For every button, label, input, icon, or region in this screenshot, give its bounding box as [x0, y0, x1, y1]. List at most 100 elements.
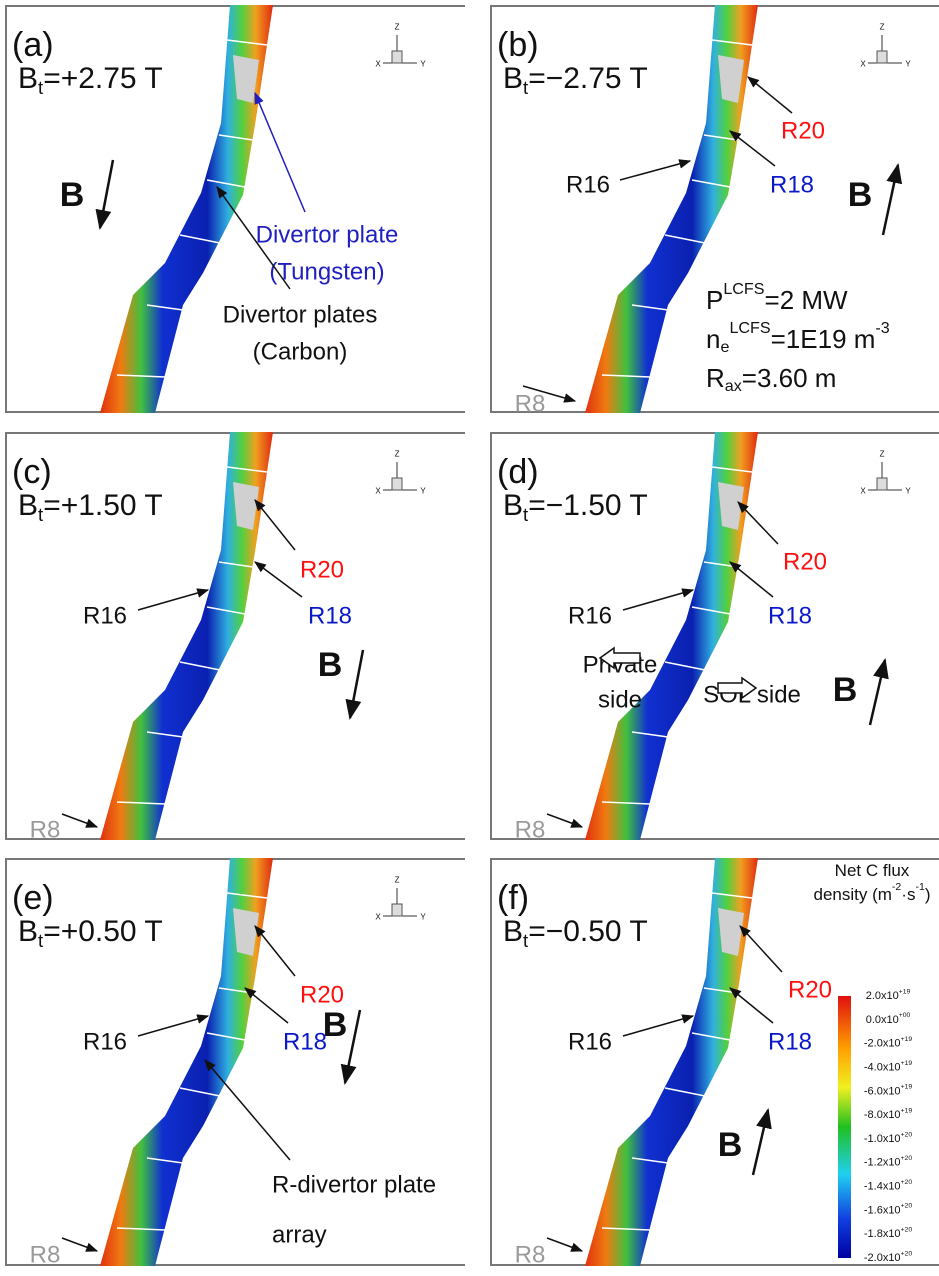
annotation: R20	[783, 549, 827, 576]
triad-label: Y	[420, 60, 426, 69]
text-part: n	[706, 324, 720, 354]
annotation: (Tungsten)	[269, 259, 384, 286]
panel-label: (e)	[12, 879, 54, 917]
triad-box	[876, 50, 888, 64]
supscript: -3	[875, 319, 889, 337]
annotation: R18	[770, 172, 814, 199]
annotation-arrow	[254, 561, 303, 598]
field-direction-label: B	[848, 176, 873, 214]
triad-box	[391, 903, 403, 917]
text-part: B	[18, 62, 38, 95]
field-direction-arrow	[340, 1009, 362, 1085]
supscript: +20	[901, 1178, 913, 1185]
subscript: t	[523, 504, 529, 525]
supscript: +19	[901, 1036, 913, 1043]
text-part: =−2.75 T	[528, 62, 648, 95]
subscript: t	[38, 504, 44, 525]
triad-box	[391, 50, 403, 64]
colorbar-tick-label: 0.0x10+00	[866, 1012, 911, 1026]
field-direction-label: B	[318, 646, 343, 684]
annotation-arrow	[61, 1237, 99, 1252]
annotation-arrow	[546, 813, 584, 828]
colorbar-tick-label: -1.0x10+20	[864, 1131, 912, 1145]
annotation-arrow	[729, 987, 774, 1024]
colorbar-tick-label: -6.0x10+19	[864, 1083, 912, 1097]
panel-label: (d)	[497, 453, 539, 491]
annotation-arrow	[546, 1237, 584, 1252]
text-part: 2.0x10	[866, 990, 899, 1002]
axis-triad: Z X Y	[860, 23, 911, 69]
text-part: B	[18, 915, 38, 948]
colorbar-title: Net C flux	[835, 861, 910, 880]
annotation-arrow	[729, 130, 776, 167]
annotation: side	[598, 687, 642, 714]
axis-triad: Z X Y	[860, 450, 911, 496]
annotation-arrow	[254, 91, 306, 213]
triad-label: Z	[395, 23, 400, 32]
field-direction-arrow	[345, 649, 365, 720]
colorbar	[838, 996, 851, 1258]
field-direction-arrow	[868, 658, 889, 726]
triad-label: X	[860, 487, 866, 496]
triad-label: Y	[420, 913, 426, 922]
annotation: R8	[30, 817, 61, 844]
subscript: t	[38, 77, 44, 98]
text-part: -2.0x10	[864, 1252, 901, 1264]
supscript: +20	[901, 1202, 913, 1209]
annotation: R18	[768, 603, 812, 630]
annotation: R20	[300, 982, 344, 1009]
annotation-arrow	[254, 925, 296, 977]
annotation: R8	[515, 817, 546, 844]
hollow-arrow	[717, 676, 758, 700]
text-part: ·s	[901, 885, 915, 904]
colorbar-tick-label: -8.0x10+19	[864, 1107, 912, 1121]
panel-label: (a)	[12, 26, 54, 64]
annotation-arrow	[522, 385, 577, 403]
colorbar-tick-label: -1.4x10+20	[864, 1178, 912, 1192]
field-strength: Bt=−2.75 T	[503, 62, 648, 98]
annotation-arrow	[137, 588, 210, 611]
annotation: R16	[566, 172, 610, 199]
text-part: =+2.75 T	[43, 62, 163, 95]
text-part: 0.0x10	[866, 1014, 899, 1026]
text-part: =+1.50 T	[43, 489, 163, 522]
annotation: R16	[83, 603, 127, 630]
triad-label: Z	[395, 450, 400, 459]
triad-label: X	[375, 60, 381, 69]
annotation-arrow	[137, 1014, 210, 1037]
triad-label: Y	[905, 487, 911, 496]
field-strength: Bt=+1.50 T	[18, 489, 163, 525]
text-part: =3.60 m	[742, 363, 837, 393]
annotation-arrow	[204, 1059, 291, 1161]
annotation-arrow	[244, 987, 289, 1024]
text-part: =−1.50 T	[528, 489, 648, 522]
text-part: B	[503, 62, 523, 95]
panel-label: (b)	[497, 26, 539, 64]
parameter: Rax=3.60 m	[706, 363, 836, 395]
subscript: t	[38, 930, 44, 951]
text-part: )	[925, 885, 931, 904]
triad-label: Z	[880, 450, 885, 459]
annotation: Divertor plate	[256, 222, 399, 249]
supscript: +20	[901, 1250, 913, 1257]
text-part: =2 MW	[765, 285, 849, 315]
annotation: R8	[30, 1242, 61, 1269]
text-part: -2.0x10	[864, 1038, 901, 1050]
annotation: R16	[568, 1029, 612, 1056]
annotation-arrow	[729, 561, 774, 598]
text-part: -1.0x10	[864, 1133, 901, 1145]
annotation: (Carbon)	[253, 339, 348, 366]
field-strength: Bt=−0.50 T	[503, 915, 648, 951]
field-strength: Bt=−1.50 T	[503, 489, 648, 525]
field-direction-arrow	[881, 163, 903, 236]
triad-box	[876, 477, 888, 491]
annotation: R16	[83, 1029, 127, 1056]
text-part: R	[706, 363, 725, 393]
text-part: -1.8x10	[864, 1228, 901, 1240]
annotation-arrow	[254, 499, 296, 551]
axis-triad: Z X Y	[375, 23, 426, 69]
